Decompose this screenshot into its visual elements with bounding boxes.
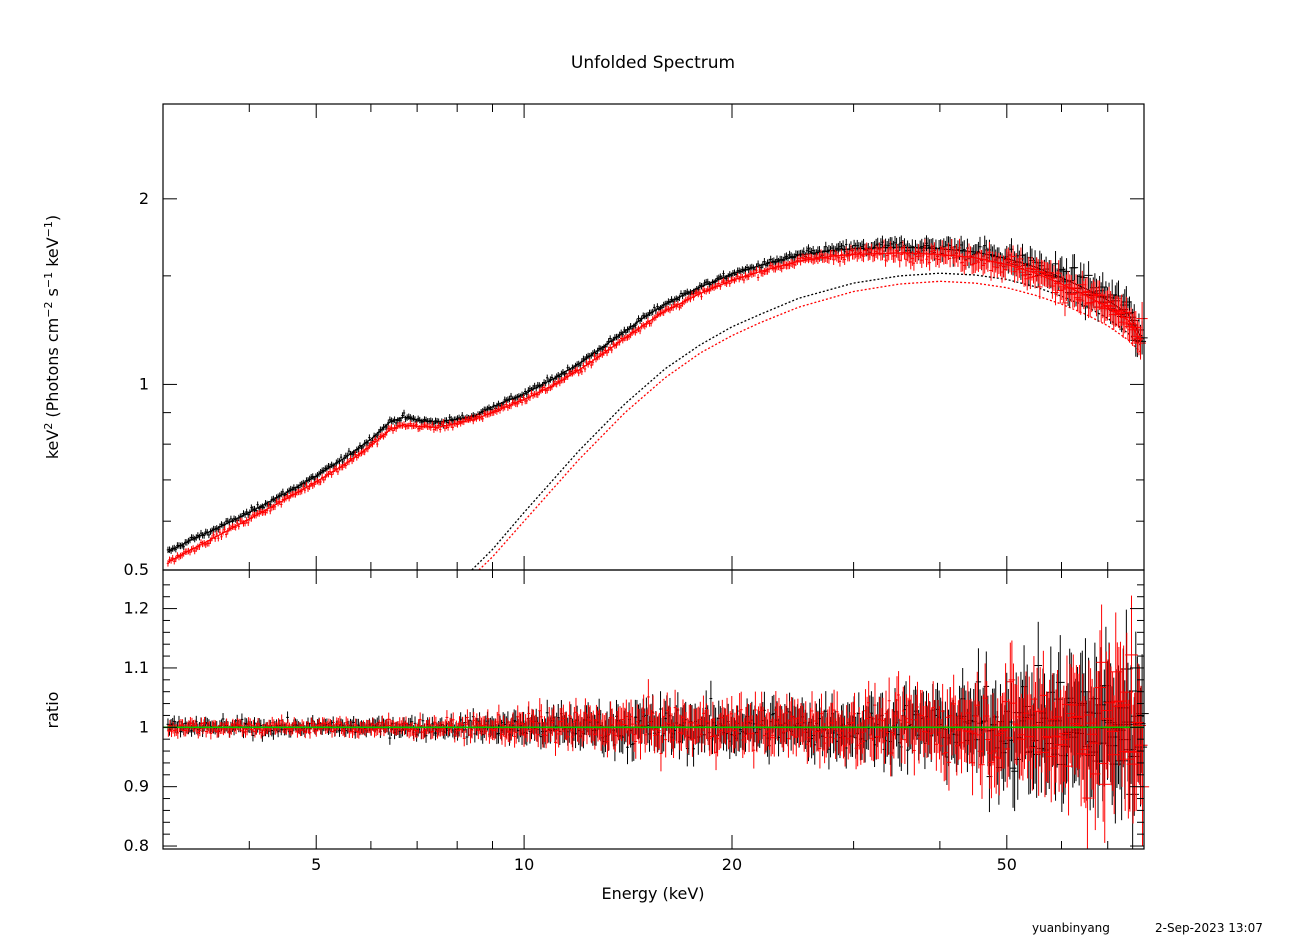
spectrum-y-tick-label: 0.5 bbox=[124, 560, 149, 579]
spectrum-model-line-1 bbox=[167, 252, 1143, 563]
ylabel-part-kev-exp: −1 bbox=[42, 221, 55, 237]
spectrum-y-axis-label: keV2 (Photons cm−2 s−1 keV−1) bbox=[42, 215, 63, 459]
ratio-data-layer bbox=[163, 595, 1150, 849]
ylabel-part-s-exp: −1 bbox=[42, 272, 55, 288]
ratio-panel: 0.80.911.11.25 10 20 50 ratio Energy (keV) bbox=[43, 569, 1150, 903]
ylabel-part-kev: keV bbox=[43, 237, 62, 272]
ylabel-part-s: s bbox=[43, 288, 62, 301]
chart-title: Unfolded Spectrum bbox=[571, 53, 735, 73]
spectrum-axis-ticks: 0.5 1 2 bbox=[124, 104, 1144, 579]
ylabel-part-photons: (Photons cm bbox=[43, 318, 62, 423]
spectrum-y-tick-label: 2 bbox=[139, 189, 149, 208]
ylabel-part-unit: keV bbox=[43, 430, 62, 460]
ylabel-part-close: ) bbox=[43, 215, 62, 221]
ylabel-part-cm-exp: −2 bbox=[42, 302, 55, 318]
spectrum-panel: 0.512 keV2 (Photons cm−2 s−1 keV−1) bbox=[42, 103, 1148, 579]
ylabel-part-exp: 2 bbox=[42, 423, 55, 430]
spectrum-y-tick-label: 1 bbox=[139, 374, 149, 393]
spectrum-data-layer bbox=[166, 235, 1148, 571]
